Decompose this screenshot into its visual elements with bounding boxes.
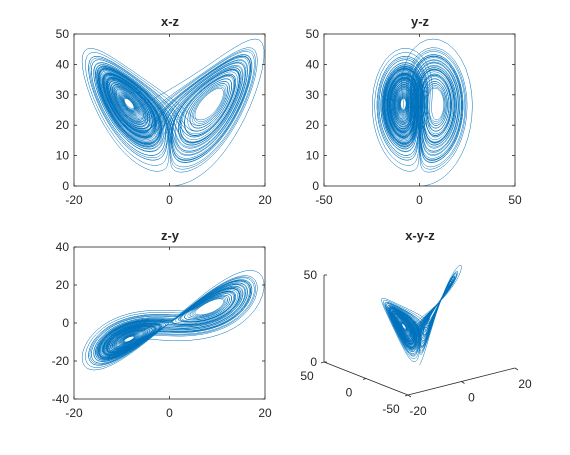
y-tick-label: 50 bbox=[300, 369, 314, 383]
trajectory-line bbox=[371, 38, 473, 186]
trajectory-line-3d bbox=[381, 264, 462, 366]
x-tick-label: 0 bbox=[166, 193, 173, 207]
y-tick-label: 50 bbox=[56, 27, 70, 41]
x-tick-label: 20 bbox=[258, 193, 272, 207]
y-tick-label: 30 bbox=[56, 88, 70, 102]
z-tick-label: 0 bbox=[310, 355, 317, 369]
x-tick-label: 50 bbox=[508, 193, 522, 207]
subplot-x-y-z-title: x-y-z bbox=[405, 228, 435, 243]
subplot-z-y-title: z-y bbox=[161, 228, 180, 243]
x-tick-label: -20 bbox=[65, 406, 83, 420]
x-tick-label: -20 bbox=[409, 404, 427, 418]
subplot-y-z-trajectory bbox=[371, 38, 473, 186]
x-tick-label: -20 bbox=[65, 193, 83, 207]
y-tick-label: 20 bbox=[56, 278, 70, 292]
x-tick-mark bbox=[461, 381, 465, 384]
y-tick-mark bbox=[404, 394, 409, 397]
y-tick-label: -20 bbox=[52, 354, 70, 368]
y-tick-label: 10 bbox=[306, 149, 320, 163]
subplot-x-z-title: x-z bbox=[161, 14, 180, 29]
y-tick-label: 20 bbox=[306, 118, 320, 132]
y-tick-label: 0 bbox=[62, 316, 69, 330]
subplot-y-z-title: y-z bbox=[411, 14, 430, 29]
y-tick-mark bbox=[362, 378, 367, 380]
y-tick-label: 40 bbox=[56, 57, 70, 71]
trajectory-line bbox=[81, 38, 265, 186]
x-tick-mark bbox=[514, 367, 519, 371]
z-tick-label: 50 bbox=[304, 268, 318, 282]
subplot-x-y-z-trajectory bbox=[381, 264, 462, 366]
y-tick-label: -40 bbox=[52, 392, 70, 406]
x-tick-label: 0 bbox=[416, 193, 423, 207]
y-tick-label: 20 bbox=[56, 118, 70, 132]
y-tick-label: -50 bbox=[382, 402, 400, 416]
y-tick-label: 0 bbox=[312, 179, 319, 193]
y-tick-label: 40 bbox=[56, 240, 70, 254]
y-tick-label: 30 bbox=[306, 88, 320, 102]
subplot-z-y-trajectory bbox=[81, 270, 265, 371]
x-tick-label: 20 bbox=[258, 406, 272, 420]
x-tick-label: 0 bbox=[468, 391, 475, 405]
y-tick-label: 0 bbox=[62, 179, 69, 193]
y-tick-label: 0 bbox=[346, 386, 353, 400]
trajectory-line bbox=[81, 270, 265, 371]
x-tick-label: 0 bbox=[166, 406, 173, 420]
y-tick-label: 50 bbox=[306, 27, 320, 41]
x-tick-label: 20 bbox=[518, 377, 532, 391]
x-tick-mark bbox=[407, 394, 412, 398]
y-tick-label: 40 bbox=[306, 57, 320, 71]
y-tick-label: 10 bbox=[56, 149, 70, 163]
x-tick-label: -50 bbox=[315, 193, 333, 207]
y-tick-mark bbox=[320, 361, 325, 364]
subplot-x-z-trajectory bbox=[81, 38, 265, 186]
